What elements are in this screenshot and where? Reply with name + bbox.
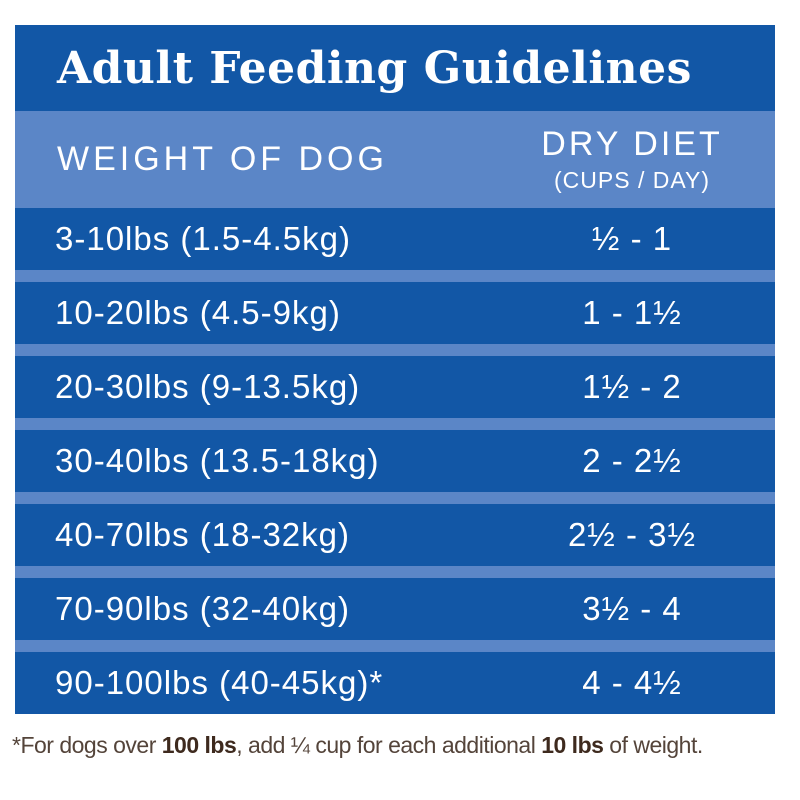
footnote-bold-100lbs: 100 lbs — [161, 732, 237, 758]
footnote-text-mid: , add ¼ cup for each additional — [236, 732, 542, 758]
footnote-bold-10lbs: 10 lbs — [541, 732, 604, 758]
column-header-diet-units: (CUPS / DAY) — [554, 167, 710, 193]
cups-cell: 1½ - 2 — [582, 368, 682, 405]
table-title: Adult Feeding Guidelines — [57, 42, 692, 94]
weight-cell: 3-10lbs (1.5-4.5kg) — [55, 220, 351, 257]
feeding-guidelines-table: Adult Feeding Guidelines WEIGHT OF DOG D… — [15, 25, 775, 714]
cups-cell: 4 - 4½ — [582, 664, 682, 701]
weight-cell: 20-30lbs (9-13.5kg) — [55, 368, 361, 405]
table-row: 3-10lbs (1.5-4.5kg) ½ - 1 — [15, 208, 775, 270]
table-row: 40-70lbs (18-32kg) 2½ - 3½ — [15, 504, 775, 566]
weight-cell: 40-70lbs (18-32kg) — [55, 516, 350, 553]
cups-cell: 1 - 1½ — [582, 294, 682, 331]
weight-cell: 70-90lbs (32-40kg) — [55, 590, 350, 627]
cups-cell: 2 - 2½ — [582, 442, 682, 479]
cups-cell: 2½ - 3½ — [567, 516, 697, 553]
column-header-weight: WEIGHT OF DOG — [57, 140, 388, 178]
cups-cell: 3½ - 4 — [582, 590, 682, 627]
footnote: *For dogs over 100 lbs, add ¼ cup for ea… — [12, 732, 798, 759]
column-header-diet-label: DRY DIET — [541, 125, 723, 163]
cups-cell: ½ - 1 — [591, 220, 673, 257]
table-row: 30-40lbs (13.5-18kg) 2 - 2½ — [15, 430, 775, 492]
column-header-diet: DRY DIET (CUPS / DAY) — [495, 125, 775, 194]
table-row: 70-90lbs (32-40kg) 3½ - 4 — [15, 578, 775, 640]
weight-cell: 90-100lbs (40-45kg)* — [55, 664, 384, 701]
table-body: 3-10lbs (1.5-4.5kg) ½ - 1 10-20lbs (4.5-… — [15, 208, 775, 714]
weight-cell: 10-20lbs (4.5-9kg) — [55, 294, 341, 331]
footnote-text-start: *For dogs over — [12, 732, 162, 758]
footnote-text-end: of weight. — [603, 732, 703, 758]
table-title-bar: Adult Feeding Guidelines — [15, 25, 775, 111]
table-header-row: WEIGHT OF DOG DRY DIET (CUPS / DAY) — [15, 111, 775, 208]
table-row: 10-20lbs (4.5-9kg) 1 - 1½ — [15, 282, 775, 344]
table-row: 20-30lbs (9-13.5kg) 1½ - 2 — [15, 356, 775, 418]
table-row: 90-100lbs (40-45kg)* 4 - 4½ — [15, 652, 775, 714]
weight-cell: 30-40lbs (13.5-18kg) — [55, 442, 380, 479]
